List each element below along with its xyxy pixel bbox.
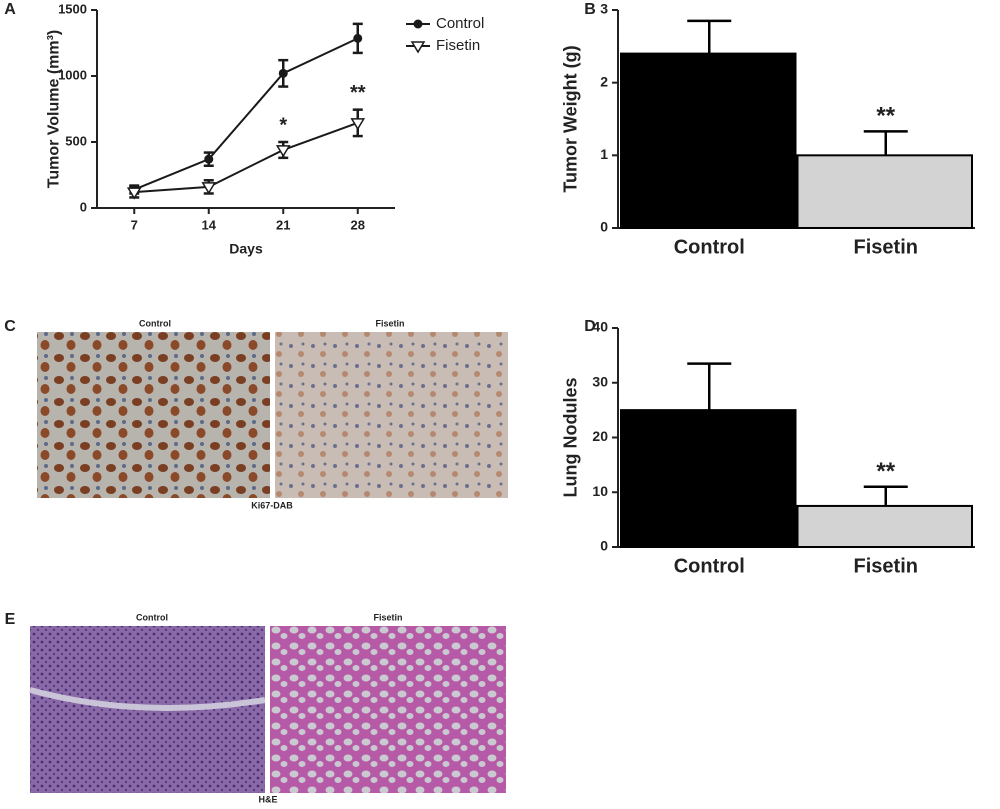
image-label: Control bbox=[139, 318, 171, 328]
x-tick-label: 21 bbox=[276, 217, 290, 232]
y-axis-label: Tumor Weight (g) bbox=[561, 45, 581, 192]
marker bbox=[201, 182, 217, 195]
legend-label: Control bbox=[436, 15, 484, 32]
bar bbox=[620, 52, 797, 229]
x-tick-label: Control bbox=[674, 236, 745, 258]
y-axis-label: Lung Nodules bbox=[561, 378, 581, 498]
panel-label: D bbox=[584, 318, 596, 335]
bar bbox=[796, 154, 973, 229]
marker bbox=[410, 41, 426, 54]
x-tick-label: Fisetin bbox=[854, 236, 918, 258]
y-axis-label: Tumor Volume (mm³) bbox=[45, 30, 62, 189]
y-tick-label: 20 bbox=[592, 428, 608, 444]
y-tick-label: 500 bbox=[65, 133, 87, 148]
image-caption: Ki67-DAB bbox=[251, 500, 293, 510]
marker bbox=[278, 68, 288, 78]
panel-label: E bbox=[5, 611, 16, 628]
image-label: Control bbox=[136, 612, 168, 622]
vessel bbox=[29, 687, 266, 711]
y-tick-label: 30 bbox=[592, 373, 608, 389]
x-tick-label: Fisetin bbox=[854, 555, 918, 577]
y-tick-label: 10 bbox=[592, 483, 608, 499]
bar bbox=[796, 504, 973, 548]
marker bbox=[204, 154, 214, 164]
annotation: ** bbox=[350, 82, 366, 104]
marker bbox=[350, 118, 366, 131]
y-tick-label: 0 bbox=[600, 538, 608, 554]
image-caption: H&E bbox=[258, 794, 277, 804]
y-tick-label: 2 bbox=[600, 73, 608, 89]
marker bbox=[126, 187, 142, 200]
marker bbox=[413, 19, 423, 29]
x-tick-label: 14 bbox=[202, 217, 217, 232]
panel-label: A bbox=[4, 1, 16, 18]
marker bbox=[353, 33, 363, 43]
annotation: ** bbox=[876, 103, 895, 130]
micrograph bbox=[37, 332, 270, 498]
annotation: * bbox=[279, 114, 287, 136]
y-tick-label: 0 bbox=[600, 219, 608, 235]
y-tick-label: 1 bbox=[600, 146, 608, 162]
x-axis-label: Days bbox=[229, 241, 263, 257]
y-tick-label: 40 bbox=[592, 319, 608, 335]
x-tick-label: 7 bbox=[131, 217, 138, 232]
micrograph bbox=[270, 626, 506, 793]
panel-label: C bbox=[4, 318, 16, 335]
x-tick-label: 28 bbox=[351, 217, 365, 232]
micrograph bbox=[275, 332, 508, 498]
panel-label: B bbox=[584, 1, 596, 18]
y-tick-label: 3 bbox=[600, 1, 608, 17]
y-tick-label: 1500 bbox=[58, 1, 87, 16]
x-tick-label: Control bbox=[674, 555, 745, 577]
annotation: ** bbox=[876, 458, 895, 485]
legend-label: Fisetin bbox=[436, 37, 480, 54]
y-tick-label: 0 bbox=[80, 199, 87, 214]
image-label: Fisetin bbox=[373, 612, 402, 622]
series-line bbox=[133, 37, 359, 191]
panel-c-images bbox=[37, 332, 508, 498]
bar bbox=[620, 409, 797, 548]
series-line bbox=[134, 121, 359, 194]
image-label: Fisetin bbox=[375, 318, 404, 328]
y-tick-label: 1000 bbox=[58, 67, 87, 82]
panel-e-images bbox=[29, 626, 506, 793]
marker bbox=[275, 145, 291, 158]
